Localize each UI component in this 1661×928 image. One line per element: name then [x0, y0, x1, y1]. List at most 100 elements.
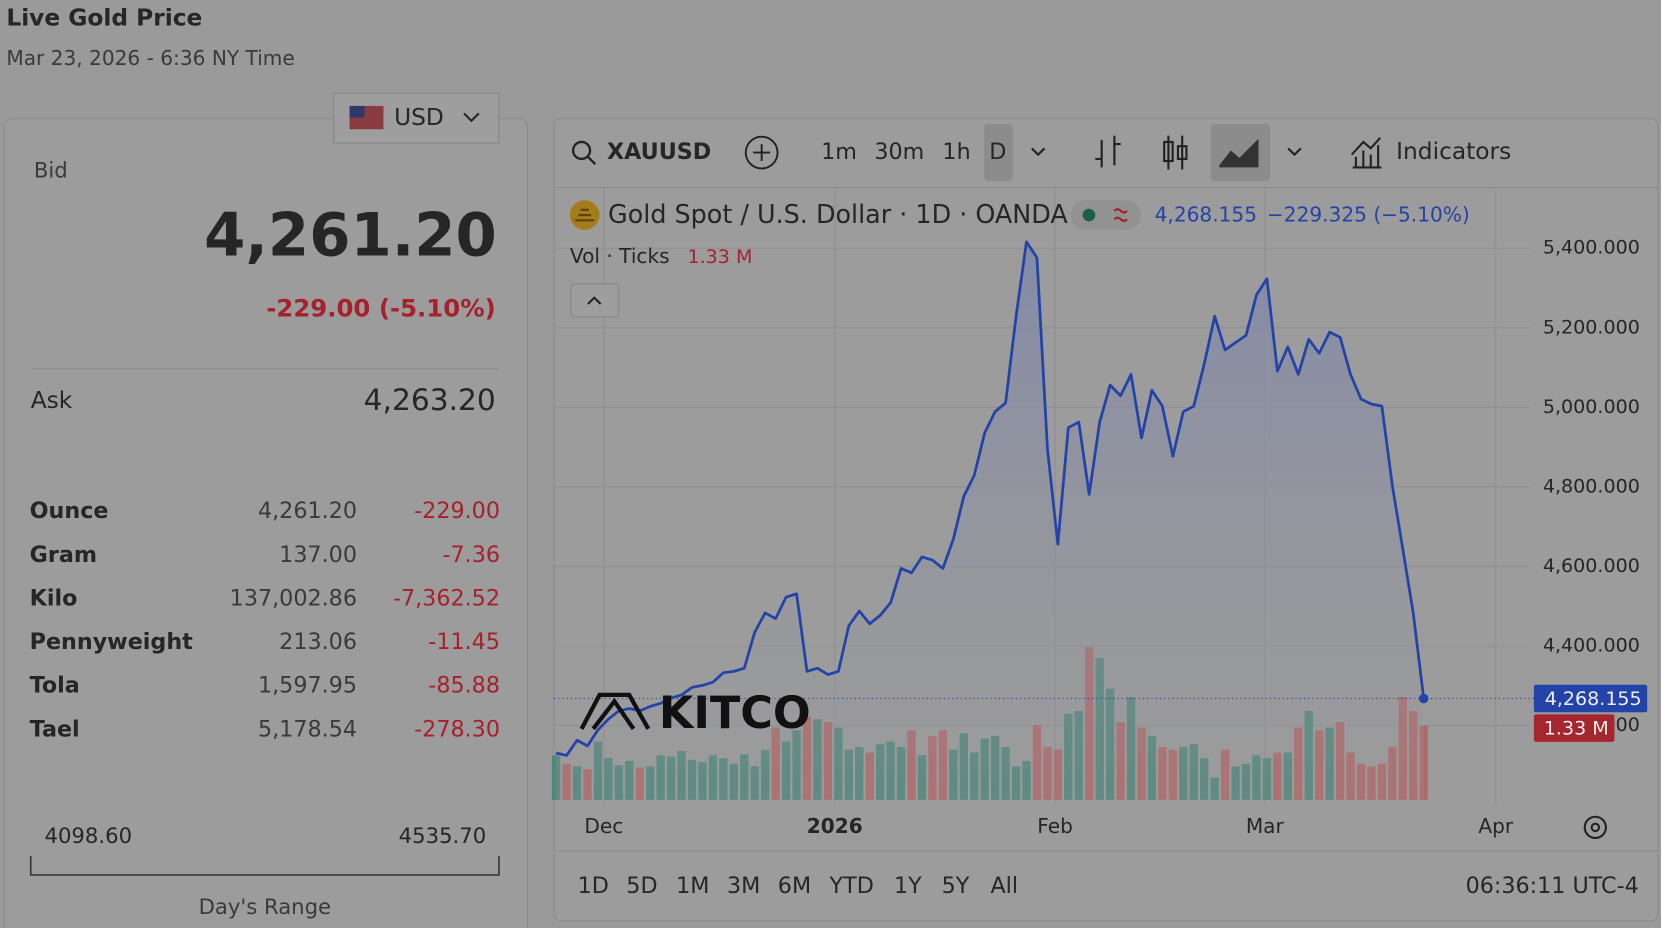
- interval[interactable]: D: [989, 139, 1006, 165]
- unit-change: -278.30: [414, 716, 500, 742]
- unit-price: 1,597.95: [258, 673, 357, 699]
- range-button[interactable]: 1M: [676, 873, 709, 899]
- interval-menu[interactable]: [1031, 147, 1046, 157]
- delayed-icon: [1113, 208, 1128, 222]
- currency[interactable]: USD: [394, 104, 444, 131]
- x-tick-label: Dec: [584, 814, 623, 838]
- volume-value: 1.33 M: [687, 246, 752, 268]
- volume-badge-label: 1.33 M: [1544, 718, 1609, 740]
- price-line: [555, 240, 1426, 757]
- unit-name: Ounce: [30, 498, 109, 524]
- x-tick-label: 2026: [807, 814, 863, 838]
- bid-change: -229.00 (-5.10%): [266, 293, 495, 322]
- range-button[interactable]: 5Y: [942, 873, 970, 899]
- indicators[interactable]: Indicators: [1396, 138, 1511, 165]
- unit-change: -85.88: [428, 673, 500, 699]
- range-button[interactable]: 1D: [578, 873, 609, 899]
- volume-badge: [1533, 714, 1615, 742]
- intervals: 1m 30m 1h D: [821, 139, 1006, 165]
- area-icon: [1219, 138, 1259, 168]
- unit-price: 5,178.54: [258, 716, 357, 742]
- bid-price: 4,261.20: [204, 201, 497, 270]
- range-button[interactable]: 6M: [778, 873, 811, 899]
- last-point: [1418, 693, 1429, 704]
- currency-select[interactable]: USD: [333, 92, 500, 144]
- unit-price: 213.06: [279, 629, 357, 655]
- ask-price: 4,263.20: [364, 382, 496, 417]
- settings-core: [1590, 822, 1601, 833]
- unit-name: Gram: [30, 542, 97, 568]
- unit-name: Kilo: [30, 585, 78, 611]
- candle: [1176, 145, 1188, 160]
- chevron: [463, 112, 480, 123]
- status-dot: [1082, 208, 1096, 222]
- logo: KITCO: [659, 688, 811, 739]
- unit-name: Pennyweight: [30, 629, 194, 655]
- interval[interactable]: 1h: [942, 139, 970, 165]
- x-tick-label: Mar: [1246, 814, 1285, 838]
- search-icon-handle: [587, 155, 597, 166]
- chevron-up: [587, 296, 602, 305]
- flag-canton: [349, 105, 365, 118]
- range-button[interactable]: 3M: [727, 873, 760, 899]
- unit-price: 4,261.20: [258, 498, 357, 524]
- y-tick-label: 5,000.000: [1543, 396, 1640, 418]
- legend-title: Gold Spot / U.S. Dollar · 1D · OANDA: [608, 199, 1068, 229]
- unit-change: -7,362.52: [393, 585, 500, 611]
- range-button[interactable]: 1Y: [894, 873, 922, 899]
- range-button[interactable]: YTD: [829, 873, 874, 899]
- range-low: 4098.60: [44, 823, 132, 848]
- bars-icon[interactable]: [1095, 135, 1121, 168]
- unit-table: Ounce 4,261.20 -229.00 Gram 137.00 -7.36 Kilo 1…: [30, 498, 500, 742]
- unit-price: 137,002.86: [230, 585, 357, 611]
- price-badge: [1533, 684, 1648, 713]
- y-tick-label: 4,600.000: [1543, 555, 1640, 577]
- legend-price: 4,268.155: [1155, 203, 1257, 227]
- x-tick-label: Feb: [1037, 814, 1073, 838]
- unit-change: -229.00: [414, 498, 500, 524]
- chart-type-menu[interactable]: [1287, 147, 1302, 157]
- bid-label: Bid: [34, 158, 68, 183]
- settings[interactable]: [1583, 815, 1607, 839]
- symbol[interactable]: XAUUSD: [607, 139, 711, 165]
- candle: [1163, 140, 1174, 163]
- price-area: [556, 241, 1424, 806]
- gold-bars: [575, 208, 595, 222]
- range-high: 4535.70: [399, 823, 487, 848]
- range-button[interactable]: 5D: [626, 873, 657, 899]
- indicators-icon: [1350, 137, 1382, 169]
- y-tick-label: 5,400.000: [1543, 237, 1640, 259]
- y-tick-label: 4,800.000: [1543, 475, 1640, 497]
- collapse-legend[interactable]: [570, 283, 620, 318]
- interval[interactable]: 1m: [821, 139, 857, 165]
- range-buttons: 1D 5D 1M 3M 6M YTD 1Y 5Y All: [578, 873, 1018, 899]
- logo-mark: [579, 692, 651, 731]
- symbol-search[interactable]: XAUUSD: [571, 139, 711, 166]
- unit-name: Tola: [30, 673, 80, 699]
- interval-active: [984, 123, 1013, 182]
- area-active[interactable]: [1210, 123, 1271, 182]
- clock: 06:36:11 UTC-4: [1466, 873, 1639, 899]
- search-icon: [571, 140, 592, 161]
- unit-change: -11.45: [428, 629, 500, 655]
- unit-name: Tael: [30, 716, 80, 742]
- x-axis: Dec 2026 Feb Mar Apr: [584, 814, 1514, 838]
- quote-panel: [3, 118, 529, 928]
- unit-change: -7.36: [442, 542, 500, 568]
- legend-change: −229.325 (−5.10%): [1267, 203, 1470, 227]
- page-title: Live Gold Price: [6, 5, 202, 32]
- x-tick-label: Apr: [1478, 814, 1514, 838]
- add-symbol[interactable]: [744, 135, 779, 170]
- unit-price: 137.00: [279, 542, 357, 568]
- timestamp: Mar 23, 2026 - 6:36 NY Time: [6, 46, 294, 70]
- plus: [753, 144, 771, 162]
- interval[interactable]: 30m: [874, 139, 924, 165]
- plot: 4,200.0004,400.0004,600.0004,800.0005,00…: [551, 188, 1648, 806]
- range-button[interactable]: All: [990, 873, 1018, 899]
- price-badge-label: 4,268.155: [1545, 688, 1642, 710]
- y-tick-label: 4,400.000: [1543, 634, 1640, 656]
- ask-label: Ask: [31, 387, 73, 414]
- y-tick-label: 5,200.000: [1543, 316, 1640, 338]
- range-bar: [29, 855, 500, 876]
